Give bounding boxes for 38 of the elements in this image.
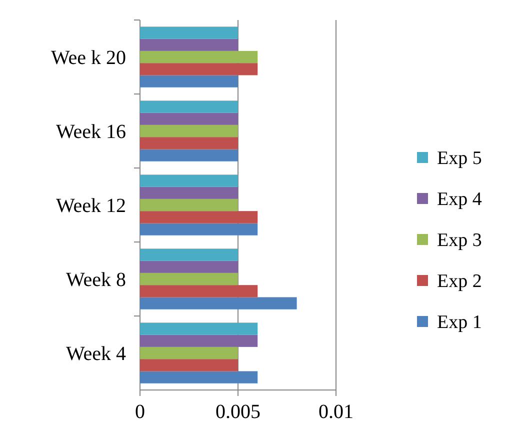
legend-label: Exp 5 bbox=[437, 148, 482, 169]
bar bbox=[140, 248, 238, 261]
bar bbox=[140, 75, 238, 88]
x-tick-label: 0.005 bbox=[216, 401, 260, 423]
x-tick-label: 0 bbox=[135, 401, 145, 423]
legend-label: Exp 3 bbox=[437, 230, 482, 251]
bar bbox=[140, 359, 238, 372]
bar bbox=[140, 186, 238, 199]
bar bbox=[140, 322, 258, 335]
legend-label: Exp 4 bbox=[437, 189, 482, 210]
bar bbox=[140, 198, 238, 212]
bar bbox=[140, 272, 238, 286]
bar bbox=[140, 346, 238, 360]
bar bbox=[140, 149, 238, 162]
bar bbox=[140, 38, 238, 51]
bar bbox=[140, 334, 258, 347]
y-tick-label: Week 16 bbox=[56, 121, 126, 143]
y-tick-label: Week 8 bbox=[66, 269, 126, 291]
y-tick-label: Wee k 20 bbox=[50, 47, 126, 69]
bar bbox=[140, 260, 238, 273]
bar bbox=[140, 285, 258, 298]
bar bbox=[140, 26, 238, 39]
bar bbox=[140, 223, 258, 236]
bar bbox=[140, 371, 258, 384]
y-tick-label: Week 4 bbox=[66, 343, 126, 365]
bar bbox=[140, 174, 238, 187]
bar bbox=[140, 137, 238, 150]
bar bbox=[140, 124, 238, 138]
bar bbox=[140, 297, 297, 310]
x-tick-label: 0.01 bbox=[318, 401, 354, 423]
legend-label: Exp 1 bbox=[437, 312, 482, 333]
bar bbox=[140, 211, 258, 224]
y-tick-label: Week 12 bbox=[56, 195, 126, 217]
bar bbox=[140, 100, 238, 113]
bar bbox=[140, 50, 258, 64]
legend-label: Exp 2 bbox=[437, 271, 482, 292]
bar bbox=[140, 63, 258, 76]
bar bbox=[140, 112, 238, 125]
